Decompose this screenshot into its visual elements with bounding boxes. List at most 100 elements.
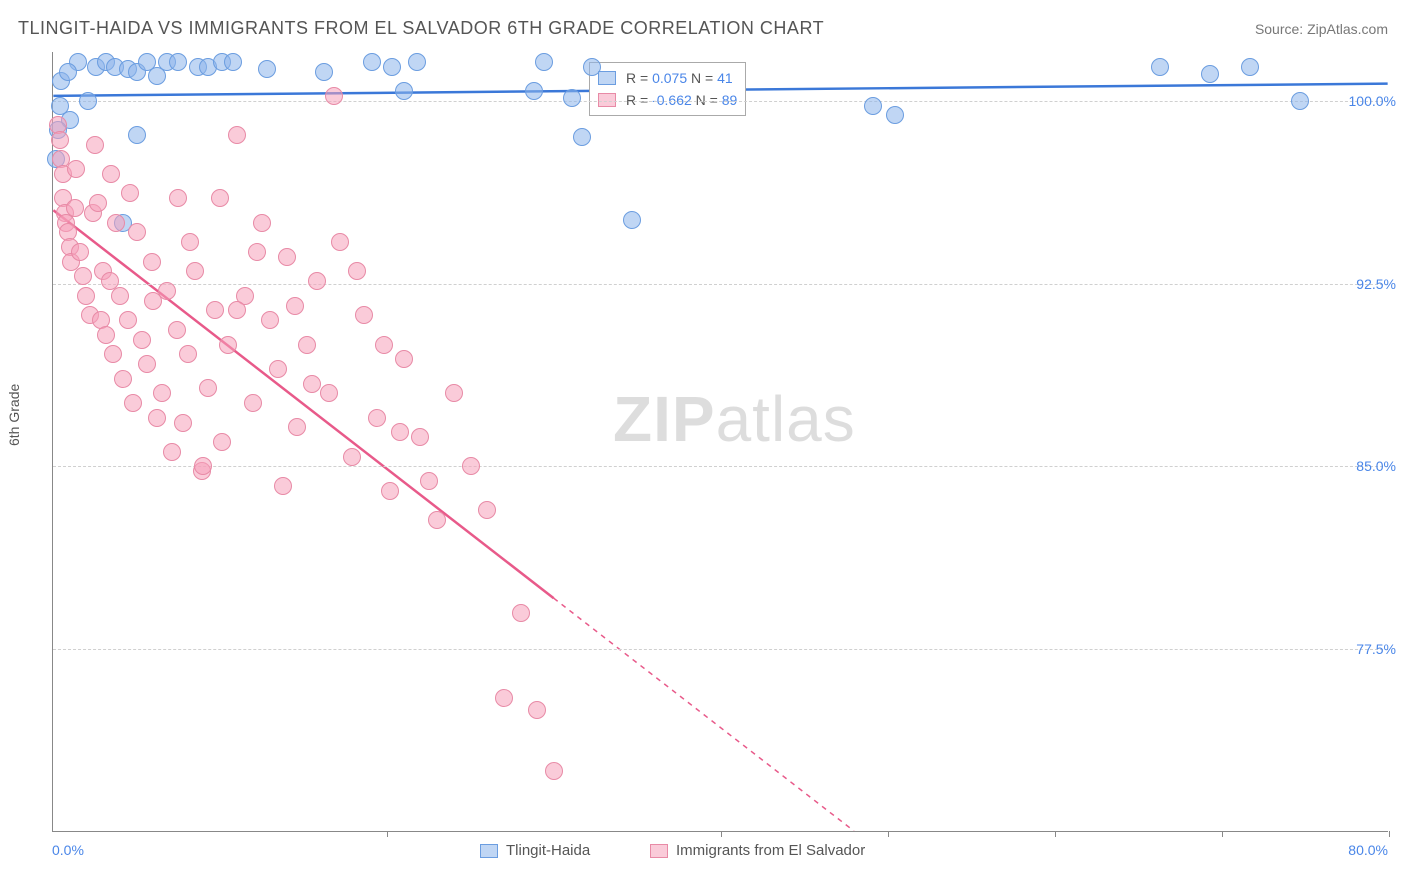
watermark-bold: ZIP [613,383,716,455]
elsalvador-point [528,701,546,719]
elsalvador-point [77,287,95,305]
gridline-h [53,284,1388,285]
elsalvador-point [104,345,122,363]
regression-lines [53,52,1388,831]
elsalvador-point [269,360,287,378]
elsalvador-swatch-icon [650,844,668,858]
tlingit-point [573,128,591,146]
elsalvador-point [411,428,429,446]
tlingit-point [224,53,242,71]
tlingit-point [1291,92,1309,110]
elsalvador-point [169,189,187,207]
bottom-legend-label: Immigrants from El Salvador [676,842,865,859]
elsalvador-point [348,262,366,280]
elsalvador-point [381,482,399,500]
elsalvador-point [111,287,129,305]
elsalvador-point [261,311,279,329]
elsalvador-point [253,214,271,232]
stats-legend: R = 0.075 N = 41R = -0.662 N = 89 [589,62,746,116]
elsalvador-point [420,472,438,490]
elsalvador-point [133,331,151,349]
elsalvador-point [211,189,229,207]
tlingit-point [51,97,69,115]
elsalvador-point [163,443,181,461]
tlingit-point [258,60,276,78]
elsalvador-point [219,336,237,354]
elsalvador-point [545,762,563,780]
elsalvador-point [248,243,266,261]
elsalvador-point [107,214,125,232]
elsalvador-point [331,233,349,251]
y-axis-label: 6th Grade [6,384,22,446]
tlingit-point [623,211,641,229]
elsalvador-point [66,199,84,217]
bottom-legend-tlingit: Tlingit-Haida [480,842,590,859]
elsalvador-point [97,326,115,344]
bottom-legend-label: Tlingit-Haida [506,842,590,859]
elsalvador-point [428,511,446,529]
stats-legend-text: R = 0.075 N = 41 [626,70,733,86]
elsalvador-point [86,136,104,154]
elsalvador-point [199,379,217,397]
elsalvador-point [89,194,107,212]
elsalvador-point [148,409,166,427]
x-tick [387,831,388,837]
elsalvador-point [303,375,321,393]
tlingit-point [315,63,333,81]
x-tick [1055,831,1056,837]
elsalvador-point [228,126,246,144]
x-tick [721,831,722,837]
stats-legend-row-tlingit: R = 0.075 N = 41 [598,67,737,89]
source-label: Source: ZipAtlas.com [1255,21,1388,37]
elsalvador-point [213,433,231,451]
tlingit-point [535,53,553,71]
elsalvador-point [119,311,137,329]
elsalvador-point [478,501,496,519]
watermark-light: atlas [716,383,856,455]
elsalvador-point [153,384,171,402]
elsalvador-point [179,345,197,363]
tlingit-point [363,53,381,71]
elsalvador-point [102,165,120,183]
elsalvador-point [74,267,92,285]
elsalvador-point [368,409,386,427]
tlingit-point [1201,65,1219,83]
tlingit-point [128,126,146,144]
tlingit-point [383,58,401,76]
elsalvador-point [228,301,246,319]
tlingit-point [563,89,581,107]
elsalvador-point [308,272,326,290]
elsalvador-point [168,321,186,339]
elsalvador-point [320,384,338,402]
x-tick-label: 0.0% [52,842,84,858]
x-tick-label: 80.0% [1348,842,1388,858]
elsalvador-point [298,336,316,354]
x-tick [888,831,889,837]
elsalvador-point [325,87,343,105]
watermark: ZIPatlas [613,382,856,456]
elsalvador-point [144,292,162,310]
elsalvador-point [495,689,513,707]
elsalvador-point [391,423,409,441]
chart-title: TLINGIT-HAIDA VS IMMIGRANTS FROM EL SALV… [18,18,824,39]
tlingit-point [583,58,601,76]
gridline-h [53,101,1388,102]
elsalvador-point [355,306,373,324]
elsalvador-point [174,414,192,432]
elsalvador-point [395,350,413,368]
gridline-h [53,649,1388,650]
elsalvador-point [71,243,89,261]
elsalvador-point [244,394,262,412]
x-tick [1222,831,1223,837]
tlingit-point [864,97,882,115]
tlingit-point [395,82,413,100]
elsalvador-point [278,248,296,266]
elsalvador-point [462,457,480,475]
bottom-legend-elsalvador: Immigrants from El Salvador [650,842,865,859]
y-tick-label: 92.5% [1356,276,1396,292]
tlingit-swatch-icon [480,844,498,858]
elsalvador-point [51,131,69,149]
x-tick [1389,831,1390,837]
elsalvador-point [67,160,85,178]
elsalvador-point [194,457,212,475]
